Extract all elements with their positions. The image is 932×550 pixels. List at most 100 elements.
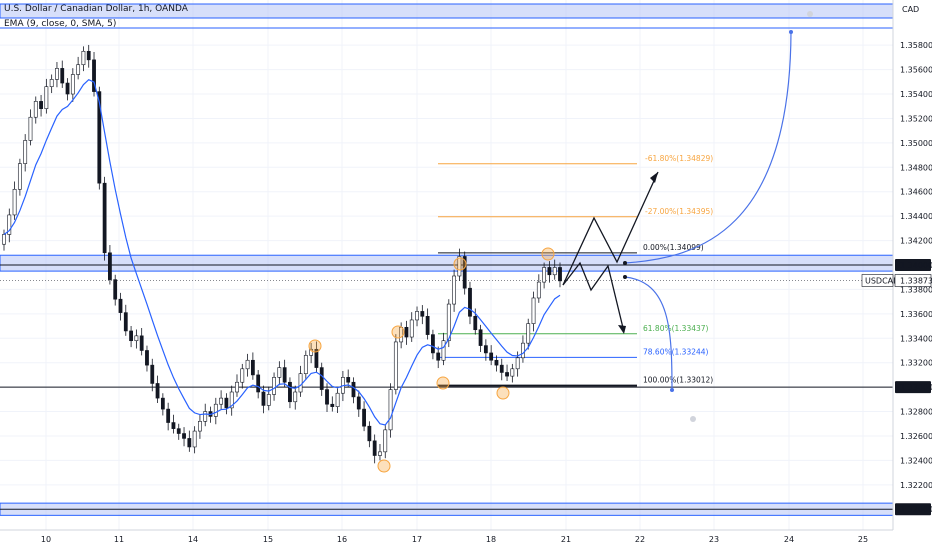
price-tick-label: 1.34800	[900, 163, 932, 172]
candle-body	[192, 430, 197, 448]
candle-body	[266, 394, 271, 406]
ema-line	[3, 78, 561, 426]
price-tick-label: 1.34600	[900, 188, 932, 197]
candle-body	[478, 329, 483, 346]
candle-body	[160, 397, 165, 410]
candle-body	[166, 408, 171, 423]
candle-body	[330, 403, 335, 407]
candle-body	[431, 334, 435, 354]
resistance-zone	[0, 254, 894, 272]
time-tick-label: 23	[709, 535, 719, 544]
time-tick-label: 17	[412, 535, 422, 544]
price-level-badge	[895, 381, 931, 394]
price-tick-label: 1.35600	[900, 66, 932, 75]
candle-body	[235, 381, 239, 393]
candle-body	[113, 279, 118, 300]
candle-body	[356, 396, 361, 410]
candle-body	[515, 357, 520, 370]
candle-body	[351, 381, 356, 398]
price-tick-label: 1.32000	[900, 505, 932, 514]
candle-body	[97, 91, 102, 184]
candle-body	[552, 267, 557, 276]
price-tick-label: 1.32400	[900, 456, 932, 465]
symbol-badge	[861, 274, 894, 287]
candle-body	[240, 368, 245, 383]
candle-body	[17, 163, 22, 190]
swing-point-markers	[308, 247, 555, 473]
fib-level-label: -27.00%(1.34395)	[645, 207, 713, 216]
candle-body	[388, 389, 393, 431]
candle-body	[118, 298, 123, 313]
currency-label: CAD	[902, 5, 919, 14]
time-axis-background	[0, 530, 893, 550]
fibonacci-retracement[interactable]: -61.80%(1.34829) -27.00%(1.34395) 0.00%(1.…	[438, 154, 713, 387]
price-tick-label: 1.33200	[900, 359, 932, 368]
candle-body	[245, 359, 250, 370]
candle-body	[44, 86, 49, 109]
candle-body	[446, 303, 451, 342]
projection-drawings[interactable]	[562, 11, 813, 422]
candle-body	[547, 267, 552, 276]
price-axis[interactable]: CAD 1.35800 1.35600 1.35400 1.35200 1.35000 1.…	[861, 0, 932, 550]
candle-body	[542, 267, 547, 283]
support-resistance-zones[interactable]	[0, 3, 894, 516]
candle-body	[256, 374, 261, 393]
bullish-path	[562, 171, 659, 286]
price-tick-label: 1.32200	[900, 481, 932, 490]
price-level-badge	[895, 503, 931, 516]
candle-body	[129, 330, 133, 342]
fib-level-label: 61.80%(1.33437)	[643, 324, 709, 333]
candle-body	[383, 429, 388, 453]
candle-body	[224, 397, 229, 409]
candle-body	[203, 411, 208, 422]
candle-body	[499, 364, 504, 373]
candle-body	[468, 287, 472, 317]
time-tick-label: 22	[635, 535, 645, 544]
candle-body	[303, 355, 308, 374]
candle-body	[415, 311, 419, 321]
projection-anchor	[623, 275, 627, 279]
candle-body	[145, 350, 149, 366]
candle-body	[28, 116, 33, 141]
candle-body	[171, 422, 176, 429]
bullish-projection-curve	[624, 31, 792, 264]
time-tick-label: 25	[858, 535, 868, 544]
time-tick-label: 15	[263, 535, 273, 544]
time-axis[interactable]: 10 11 14 15 16 17 18 21 22 23 24 25	[0, 529, 893, 550]
candle-body	[293, 391, 298, 403]
candle-body	[182, 433, 186, 439]
candle-body	[531, 297, 536, 324]
price-tick-label: 1.35200	[900, 114, 932, 123]
candle-body	[39, 101, 43, 109]
candle-body	[489, 352, 494, 361]
candle-body	[261, 391, 266, 406]
candle-body	[49, 79, 54, 88]
candle-body	[176, 428, 181, 434]
price-tick-label: 1.35800	[900, 41, 932, 50]
candle-body	[298, 373, 303, 393]
swing-marker	[391, 325, 405, 339]
candle-body	[367, 425, 372, 442]
price-tick-label: 1.35000	[900, 139, 932, 148]
price-tick-label: 1.33400	[900, 334, 932, 343]
projection-end-point	[789, 30, 793, 34]
candle-body	[213, 403, 218, 417]
swing-marker	[308, 339, 322, 353]
candle-body	[81, 50, 86, 66]
fib-level-label: 0.00%(1.34099)	[643, 243, 704, 252]
time-tick-label: 14	[188, 535, 198, 544]
candle-body	[378, 451, 382, 456]
candle-body	[319, 367, 324, 390]
candle-body	[7, 214, 12, 235]
candle-body	[2, 234, 6, 245]
candle-body	[362, 408, 366, 427]
candle-body	[12, 188, 17, 216]
candle-body	[102, 182, 107, 254]
swing-marker	[377, 459, 391, 473]
candle-body	[473, 315, 478, 331]
fib-level-label: 78.60%(1.33244)	[643, 347, 709, 356]
projection-end-point	[670, 388, 674, 392]
price-tick-label: 1.34000	[900, 261, 932, 270]
price-tick-label: 1.33600	[900, 310, 932, 319]
